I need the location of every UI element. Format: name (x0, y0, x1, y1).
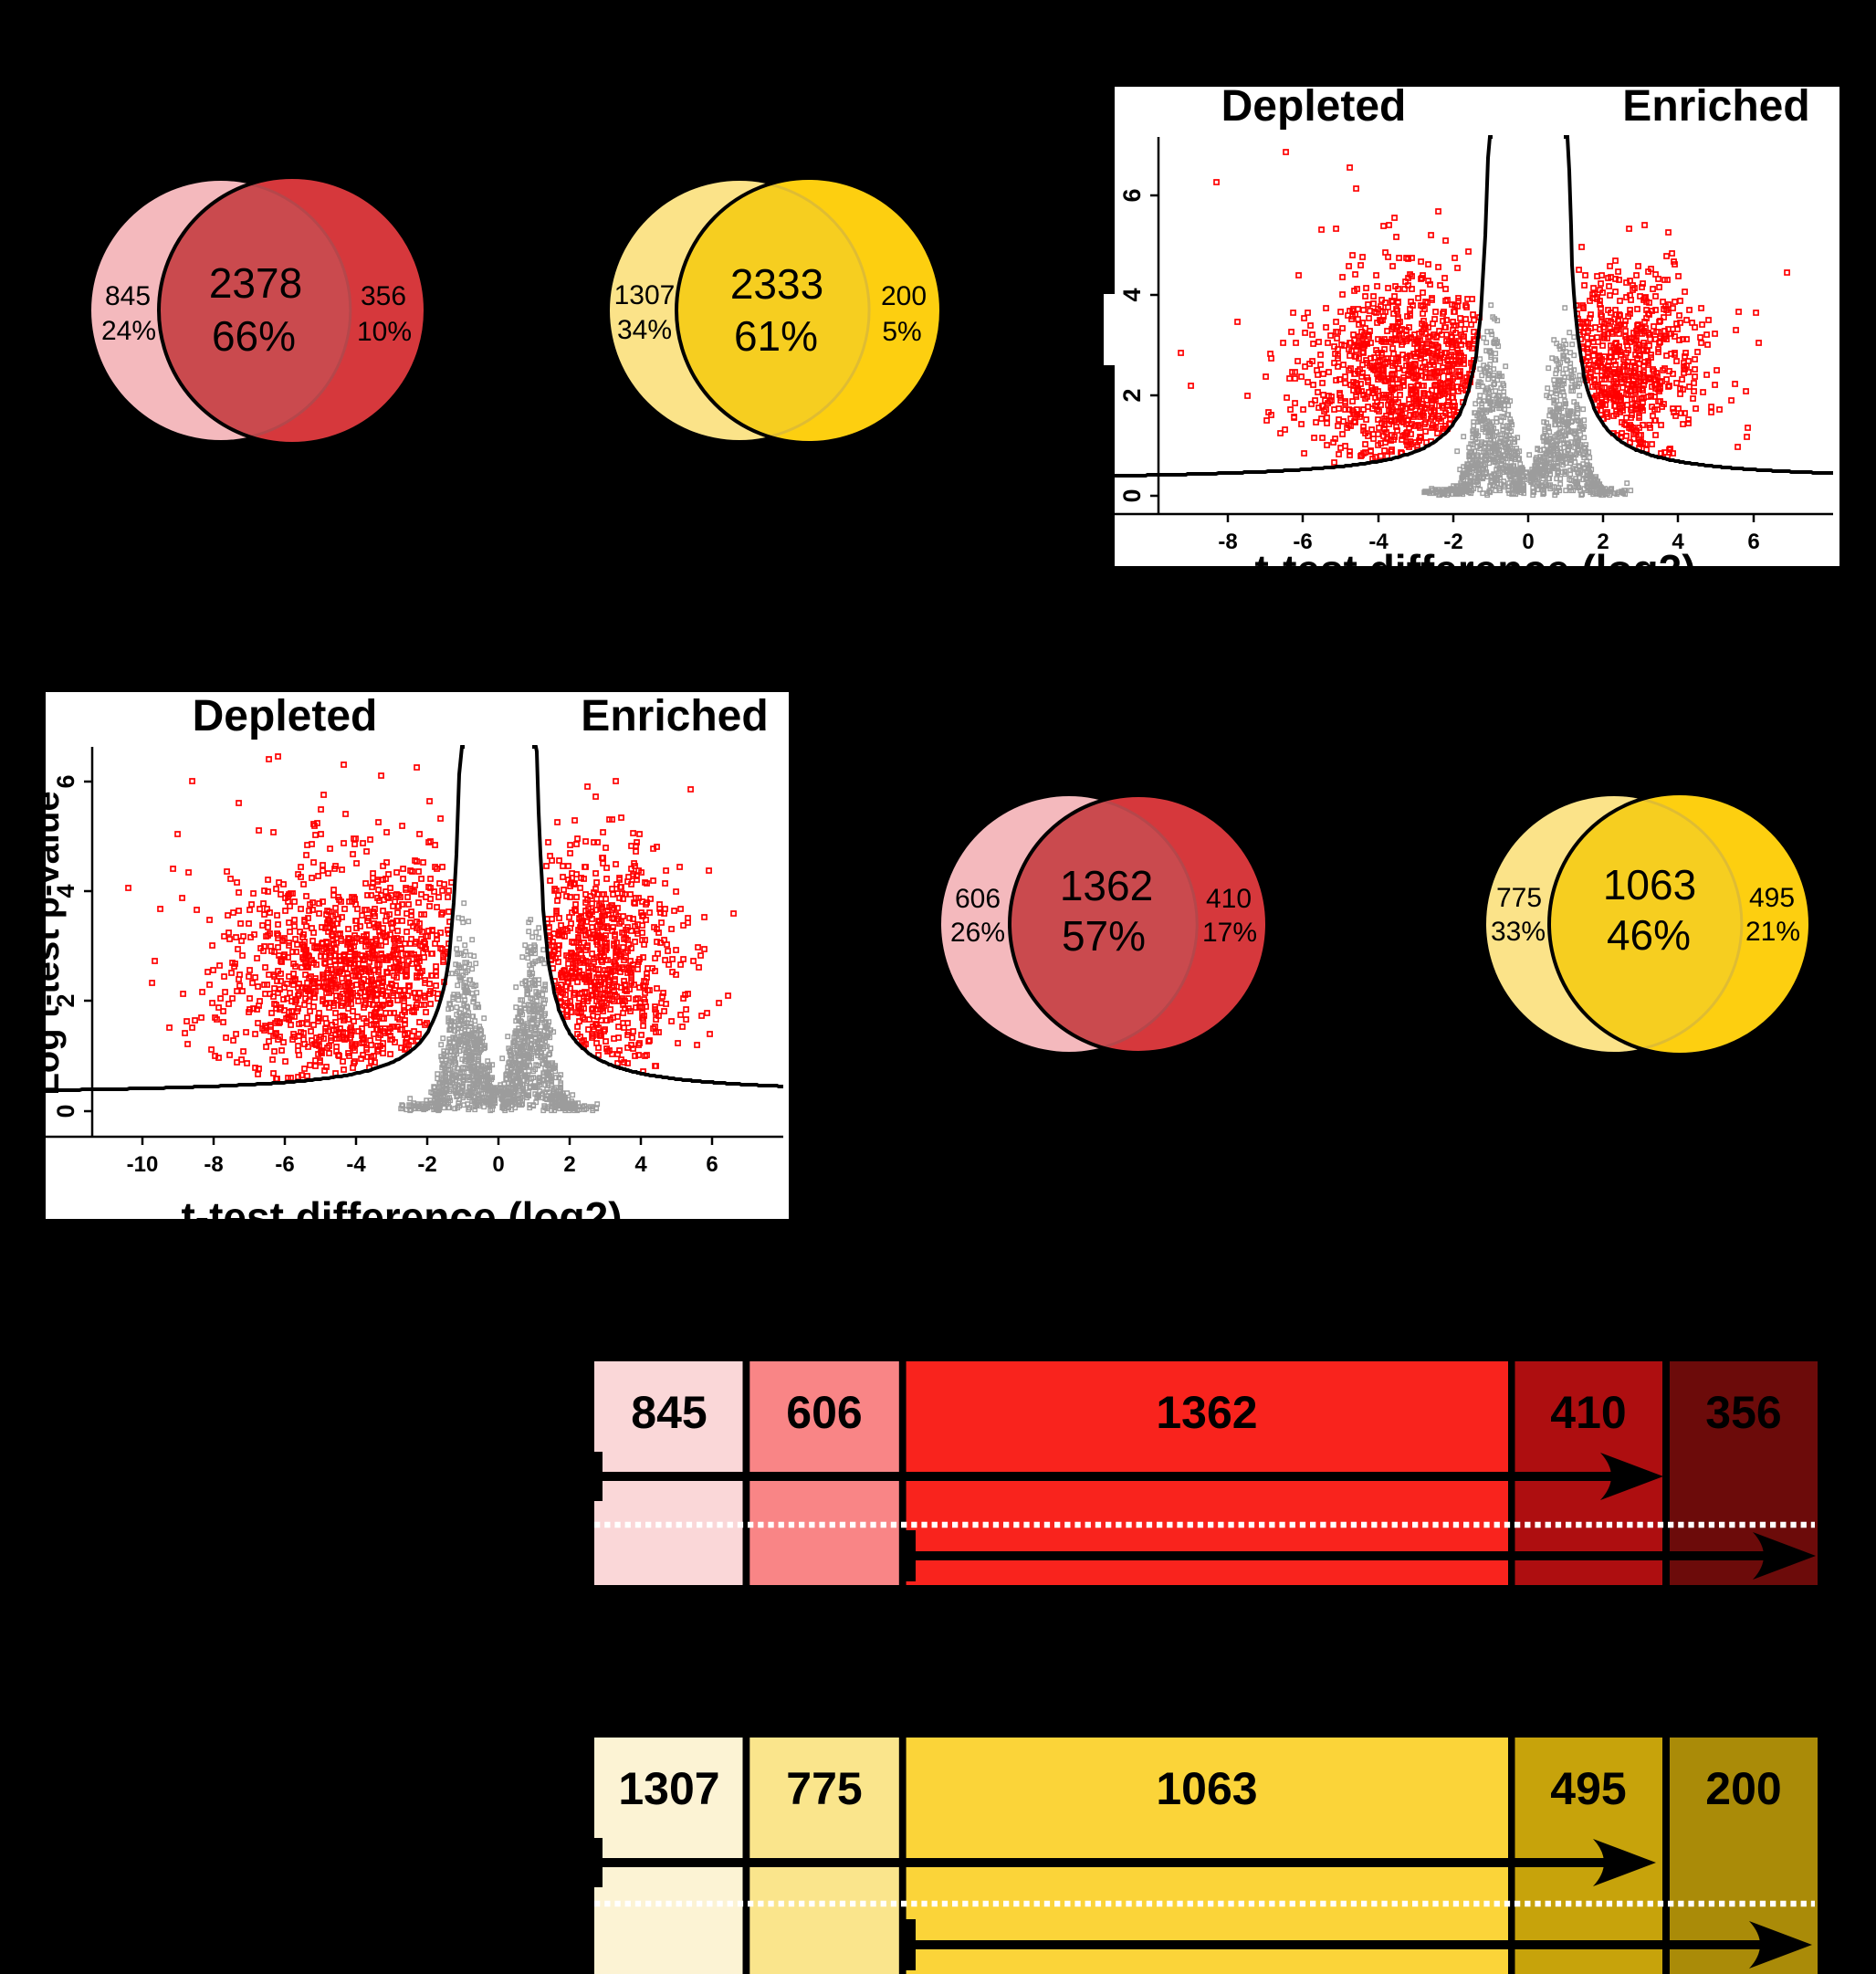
svg-text:356: 356 (1705, 1387, 1781, 1438)
svg-text:-8: -8 (204, 1152, 223, 1177)
svg-text:1063: 1063 (1156, 1763, 1257, 1814)
svg-text:606: 606 (955, 884, 1001, 914)
svg-text:Log t-test p-value: Log t-test p-value (26, 791, 67, 1095)
svg-text:410: 410 (1206, 884, 1252, 914)
svg-text:Enriched: Enriched (581, 692, 768, 740)
svg-text:34%: 34% (617, 315, 672, 345)
svg-text:-8: -8 (1218, 530, 1237, 554)
svg-text:57%: 57% (1062, 912, 1146, 960)
svg-text:4: 4 (1672, 530, 1684, 554)
svg-text:775: 775 (786, 1763, 862, 1814)
svg-text:t-test difference (log2): t-test difference (log2) (181, 1193, 622, 1241)
svg-text:775: 775 (1496, 883, 1542, 913)
svg-text:2: 2 (1118, 388, 1146, 402)
svg-text:845: 845 (631, 1387, 707, 1438)
svg-text:2: 2 (52, 993, 79, 1007)
svg-text:356: 356 (361, 281, 406, 311)
svg-text:-6: -6 (1293, 530, 1312, 554)
svg-text:-2: -2 (1443, 530, 1462, 554)
svg-text:2333: 2333 (730, 260, 823, 308)
svg-text:0: 0 (1118, 488, 1146, 502)
svg-text:1362: 1362 (1060, 862, 1153, 909)
svg-text:26%: 26% (950, 918, 1005, 948)
svg-text:-4: -4 (1368, 530, 1389, 554)
svg-text:24%: 24% (101, 316, 156, 346)
svg-text:4: 4 (52, 884, 79, 898)
svg-text:6: 6 (1747, 530, 1759, 554)
svg-text:6: 6 (1118, 188, 1146, 202)
svg-text:0: 0 (52, 1104, 79, 1118)
svg-text:4: 4 (1118, 288, 1146, 301)
svg-text:-2: -2 (417, 1152, 436, 1177)
svg-text:200: 200 (1705, 1763, 1781, 1814)
svg-text:46%: 46% (1607, 911, 1691, 959)
svg-text:0: 0 (1522, 530, 1534, 554)
svg-text:495: 495 (1749, 883, 1795, 913)
svg-text:1307: 1307 (618, 1763, 719, 1814)
svg-text:Depleted: Depleted (1221, 82, 1407, 131)
svg-text:1362: 1362 (1156, 1387, 1257, 1438)
svg-text:2: 2 (1597, 530, 1609, 554)
svg-text:t-test difference (log2): t-test difference (log2) (1254, 546, 1695, 593)
svg-text:-6: -6 (275, 1152, 294, 1177)
svg-text:410: 410 (1550, 1387, 1626, 1438)
svg-text:17%: 17% (1202, 918, 1257, 948)
svg-text:61%: 61% (734, 312, 818, 360)
svg-text:10%: 10% (357, 317, 412, 347)
svg-text:6: 6 (706, 1152, 718, 1177)
svg-text:200: 200 (881, 281, 927, 311)
svg-text:2378: 2378 (209, 259, 302, 307)
svg-text:4: 4 (634, 1152, 647, 1177)
svg-text:21%: 21% (1745, 917, 1800, 947)
svg-text:1063: 1063 (1603, 861, 1696, 908)
svg-text:1307: 1307 (614, 280, 676, 310)
svg-text:2: 2 (563, 1152, 575, 1177)
svg-text:845: 845 (105, 281, 151, 311)
svg-text:-4: -4 (346, 1152, 366, 1177)
svg-text:6: 6 (52, 774, 79, 788)
svg-text:Depleted: Depleted (193, 692, 378, 740)
svg-text:-10: -10 (127, 1152, 159, 1177)
svg-text:33%: 33% (1491, 917, 1546, 947)
svg-text:495: 495 (1550, 1763, 1626, 1814)
svg-text:5%: 5% (882, 317, 921, 347)
svg-text:66%: 66% (212, 312, 296, 360)
svg-text:606: 606 (786, 1387, 862, 1438)
svg-text:Enriched: Enriched (1622, 82, 1809, 131)
svg-text:0: 0 (492, 1152, 504, 1177)
